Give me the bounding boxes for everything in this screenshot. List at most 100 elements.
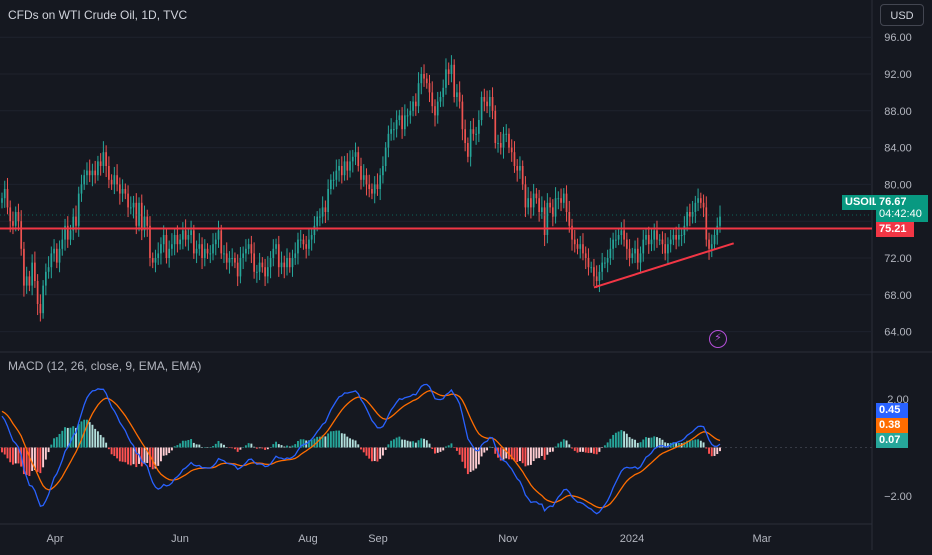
histogram-bar [135, 447, 138, 468]
histogram-bar [568, 444, 571, 448]
candle-body [535, 193, 538, 199]
candle-body [151, 258, 154, 263]
price-tick-label: 64.00 [884, 327, 912, 339]
candle-body [91, 170, 94, 176]
candle-body [217, 230, 220, 240]
trend-line [593, 242, 735, 289]
histogram-bar [247, 443, 250, 448]
histogram-bar [75, 427, 77, 448]
candle-body [272, 248, 275, 258]
candle-body [543, 207, 546, 235]
signal-value-badge: 0.38 [876, 418, 908, 433]
histogram-bar [187, 440, 190, 448]
histogram-bar [379, 447, 382, 459]
histogram-bar [623, 431, 626, 448]
candle-body [551, 207, 554, 217]
histogram-bar [258, 447, 261, 449]
histogram-bar [149, 447, 151, 468]
histogram-bar [625, 433, 628, 448]
histogram-bar [420, 438, 423, 448]
histogram-bar [239, 447, 242, 450]
histogram-bar [505, 447, 508, 459]
histogram-bar [302, 439, 305, 448]
candle-body [464, 129, 466, 143]
histogram-bar [198, 444, 201, 448]
histogram-bar [702, 442, 705, 448]
histogram-bar [329, 431, 332, 448]
candle-body [617, 235, 620, 240]
histogram-bar [428, 443, 431, 448]
price-candles [1, 55, 721, 322]
histogram-bar [225, 447, 228, 448]
histogram-bar [392, 439, 395, 448]
histogram-bar [656, 437, 658, 448]
histogram-bar [179, 443, 182, 448]
histogram-bar [395, 437, 398, 448]
histogram-bar [464, 447, 467, 469]
candle-body [414, 101, 417, 107]
histogram-bar [661, 439, 664, 448]
candle-body [467, 143, 469, 157]
candle-body [445, 69, 447, 88]
histogram-bar [710, 447, 713, 457]
histogram-bar [436, 447, 439, 453]
candle-body [406, 115, 409, 117]
candle-body [72, 216, 75, 231]
macd-histogram [1, 419, 721, 477]
histogram-bar [286, 445, 288, 448]
candle-body [658, 239, 661, 241]
candle-body [245, 248, 247, 254]
histogram-bar [461, 447, 464, 462]
candle-body [327, 189, 329, 212]
histogram-bar [332, 431, 335, 448]
histogram-bar [102, 437, 105, 448]
candle-body [283, 262, 286, 268]
candle-body [310, 235, 313, 240]
histogram-bar [299, 439, 302, 448]
histogram-bar [713, 447, 716, 456]
candle-body [108, 166, 110, 180]
candle-body [6, 189, 9, 208]
histogram-bar [469, 447, 472, 472]
histogram-bar [560, 441, 563, 448]
histogram-bar [403, 439, 406, 448]
candle-body [680, 235, 683, 236]
histogram-bar [447, 445, 450, 448]
histogram-bar [686, 440, 689, 448]
currency-button[interactable]: USD [880, 4, 924, 26]
histogram-bar [653, 436, 656, 448]
macd-legend-title[interactable]: MACD (12, 26, close, 9, EMA, EMA) [8, 359, 202, 373]
candle-body [168, 248, 171, 258]
lightning-icon[interactable]: ⚡ [709, 330, 727, 348]
candle-body [351, 156, 354, 162]
candle-body [373, 184, 376, 194]
candle-body [53, 248, 55, 254]
histogram-bar [466, 447, 469, 475]
candle-body [146, 216, 149, 226]
candle-body [34, 262, 36, 281]
histogram-bar [639, 442, 642, 448]
price-tick-label: 88.00 [884, 106, 912, 118]
candle-body [584, 253, 587, 258]
candle-body [686, 212, 688, 226]
histogram-bar [338, 430, 341, 448]
histogram-bar [132, 447, 135, 465]
histogram-bar [80, 421, 83, 448]
candle-body [434, 106, 436, 116]
histogram-bar [398, 436, 401, 448]
macd-line [1, 383, 721, 515]
candle-body [149, 225, 151, 258]
candle-body [291, 258, 294, 268]
candle-body [277, 244, 280, 268]
candle-body [601, 262, 604, 272]
histogram-bar [36, 447, 39, 472]
candle-body [201, 244, 203, 258]
histogram-bar [381, 447, 384, 456]
candle-body [190, 230, 192, 235]
candle-body [266, 267, 269, 277]
histogram-bar [401, 439, 404, 448]
candle-body [360, 166, 362, 180]
candle-body [182, 230, 184, 240]
